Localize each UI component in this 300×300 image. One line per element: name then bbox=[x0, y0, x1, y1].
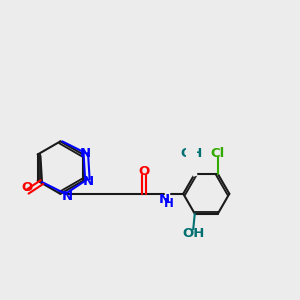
Text: H: H bbox=[164, 197, 174, 210]
Text: Cl: Cl bbox=[211, 146, 225, 160]
Text: O: O bbox=[139, 165, 150, 178]
Text: N: N bbox=[159, 193, 170, 206]
Text: N: N bbox=[80, 147, 91, 160]
Text: OH: OH bbox=[182, 227, 204, 240]
Text: OH: OH bbox=[180, 146, 203, 160]
Text: N: N bbox=[62, 190, 73, 203]
Text: N: N bbox=[83, 176, 94, 188]
Text: O: O bbox=[22, 182, 33, 194]
